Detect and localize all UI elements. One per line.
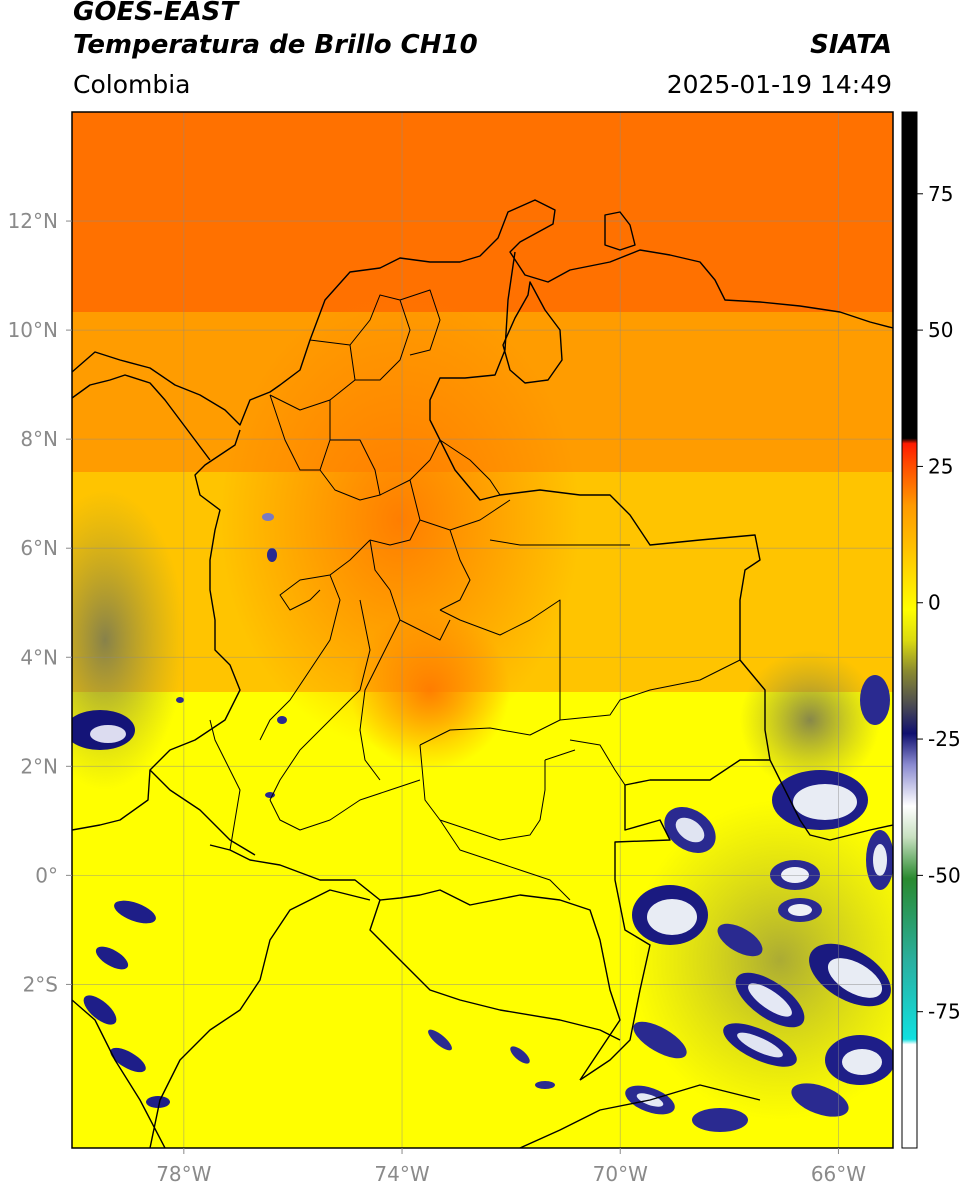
region-label: Colombia xyxy=(73,70,191,99)
colorbar-ticks: 75 50 25 0 -25 -50 -75 xyxy=(917,182,961,1024)
lat-tick-label: 8°N xyxy=(20,427,58,451)
caribbean-coast xyxy=(72,199,893,426)
peru-border xyxy=(209,844,621,1081)
coastlines-and-borders xyxy=(72,199,893,1148)
product-title: Temperatura de Brillo CH10 xyxy=(73,30,478,60)
venezuela-border xyxy=(429,251,771,761)
colorbar-gradient xyxy=(902,112,917,1148)
map-gridlines xyxy=(72,112,893,1148)
colorbar-frame xyxy=(901,111,918,1149)
ecuador-border xyxy=(149,769,256,856)
lat-tick-label: 4°N xyxy=(20,645,58,669)
longitude-ticks: 78°W 74°W 70°W 66°W xyxy=(156,1148,866,1186)
pacific-coast xyxy=(72,429,241,831)
colorbar-tick-label: 75 xyxy=(928,182,953,206)
colorbar: 75 50 25 0 -25 -50 -75 xyxy=(901,111,961,1149)
lon-tick-label: 70°W xyxy=(593,1162,648,1186)
ecuador-peru-coast xyxy=(72,999,166,1148)
south-border xyxy=(519,1084,761,1148)
lat-tick-label: 12°N xyxy=(8,209,58,233)
brand-label: SIATA xyxy=(810,30,892,60)
colorbar-tick-label: 50 xyxy=(928,318,953,342)
department-borders xyxy=(209,289,741,901)
colorbar-tick-label: -50 xyxy=(928,863,961,887)
timestamp-label: 2025-01-19 14:49 xyxy=(666,70,892,99)
panama-darien xyxy=(72,374,211,461)
colorbar-tick-label: -25 xyxy=(928,727,961,751)
lon-tick-label: 74°W xyxy=(374,1162,429,1186)
colorbar-tick-label: 0 xyxy=(928,591,941,615)
colorbar-tick-label: -75 xyxy=(928,1000,961,1024)
latitude-ticks: 12°N 10°N 8°N 6°N 4°N 2°N 0° 2°S xyxy=(8,209,72,996)
lat-tick-label: 6°N xyxy=(20,536,58,560)
paraguana xyxy=(604,211,636,251)
peru-ecuador-south xyxy=(369,899,621,1041)
satellite-title: GOES-EAST xyxy=(73,0,239,27)
lat-tick-label: 2°N xyxy=(20,754,58,778)
lat-tick-label: 10°N xyxy=(8,318,58,342)
brazil-peru-south xyxy=(149,889,371,1148)
map-frame xyxy=(71,111,894,1149)
lat-tick-label: 0° xyxy=(35,863,58,887)
lake-maracaibo xyxy=(502,281,563,384)
colorbar-tick-label: 25 xyxy=(928,454,953,478)
lat-tick-label: 2°S xyxy=(23,972,58,996)
brazil-border xyxy=(579,759,893,1081)
lon-tick-label: 78°W xyxy=(156,1162,211,1186)
brightness-temperature-field xyxy=(72,112,893,1148)
lon-tick-label: 66°W xyxy=(811,1162,866,1186)
